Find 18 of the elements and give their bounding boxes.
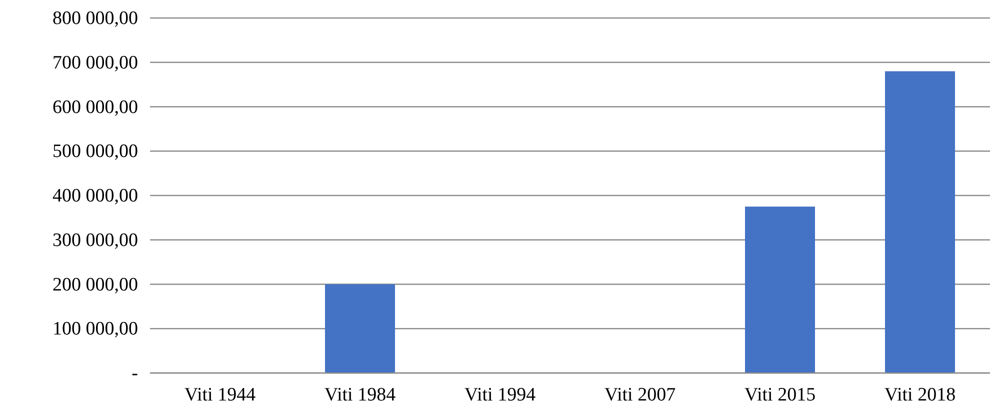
x-tick-label: Viti 1944 xyxy=(184,384,256,406)
bar xyxy=(745,206,815,373)
x-tick-label: Viti 2007 xyxy=(604,384,676,406)
y-tick-label: 700 000,00 xyxy=(52,52,138,74)
x-tick-label: Viti 2018 xyxy=(884,384,956,406)
y-tick-label: - xyxy=(132,363,138,384)
y-tick-label: 600 000,00 xyxy=(52,96,138,118)
y-tick-label: 300 000,00 xyxy=(52,230,138,251)
x-tick-label: Viti 1984 xyxy=(324,384,396,406)
y-tick-label: 500 000,00 xyxy=(52,141,138,162)
bar xyxy=(885,71,955,373)
x-tick-label: Viti 1994 xyxy=(464,384,536,406)
y-tick-label: 200 000,00 xyxy=(52,274,138,296)
x-tick-label: Viti 2015 xyxy=(744,384,816,406)
y-tick-label: 100 000,00 xyxy=(52,318,138,340)
y-tick-label: 800 000,00 xyxy=(52,8,138,30)
bar xyxy=(325,284,395,373)
y-tick-label: 400 000,00 xyxy=(52,186,138,207)
